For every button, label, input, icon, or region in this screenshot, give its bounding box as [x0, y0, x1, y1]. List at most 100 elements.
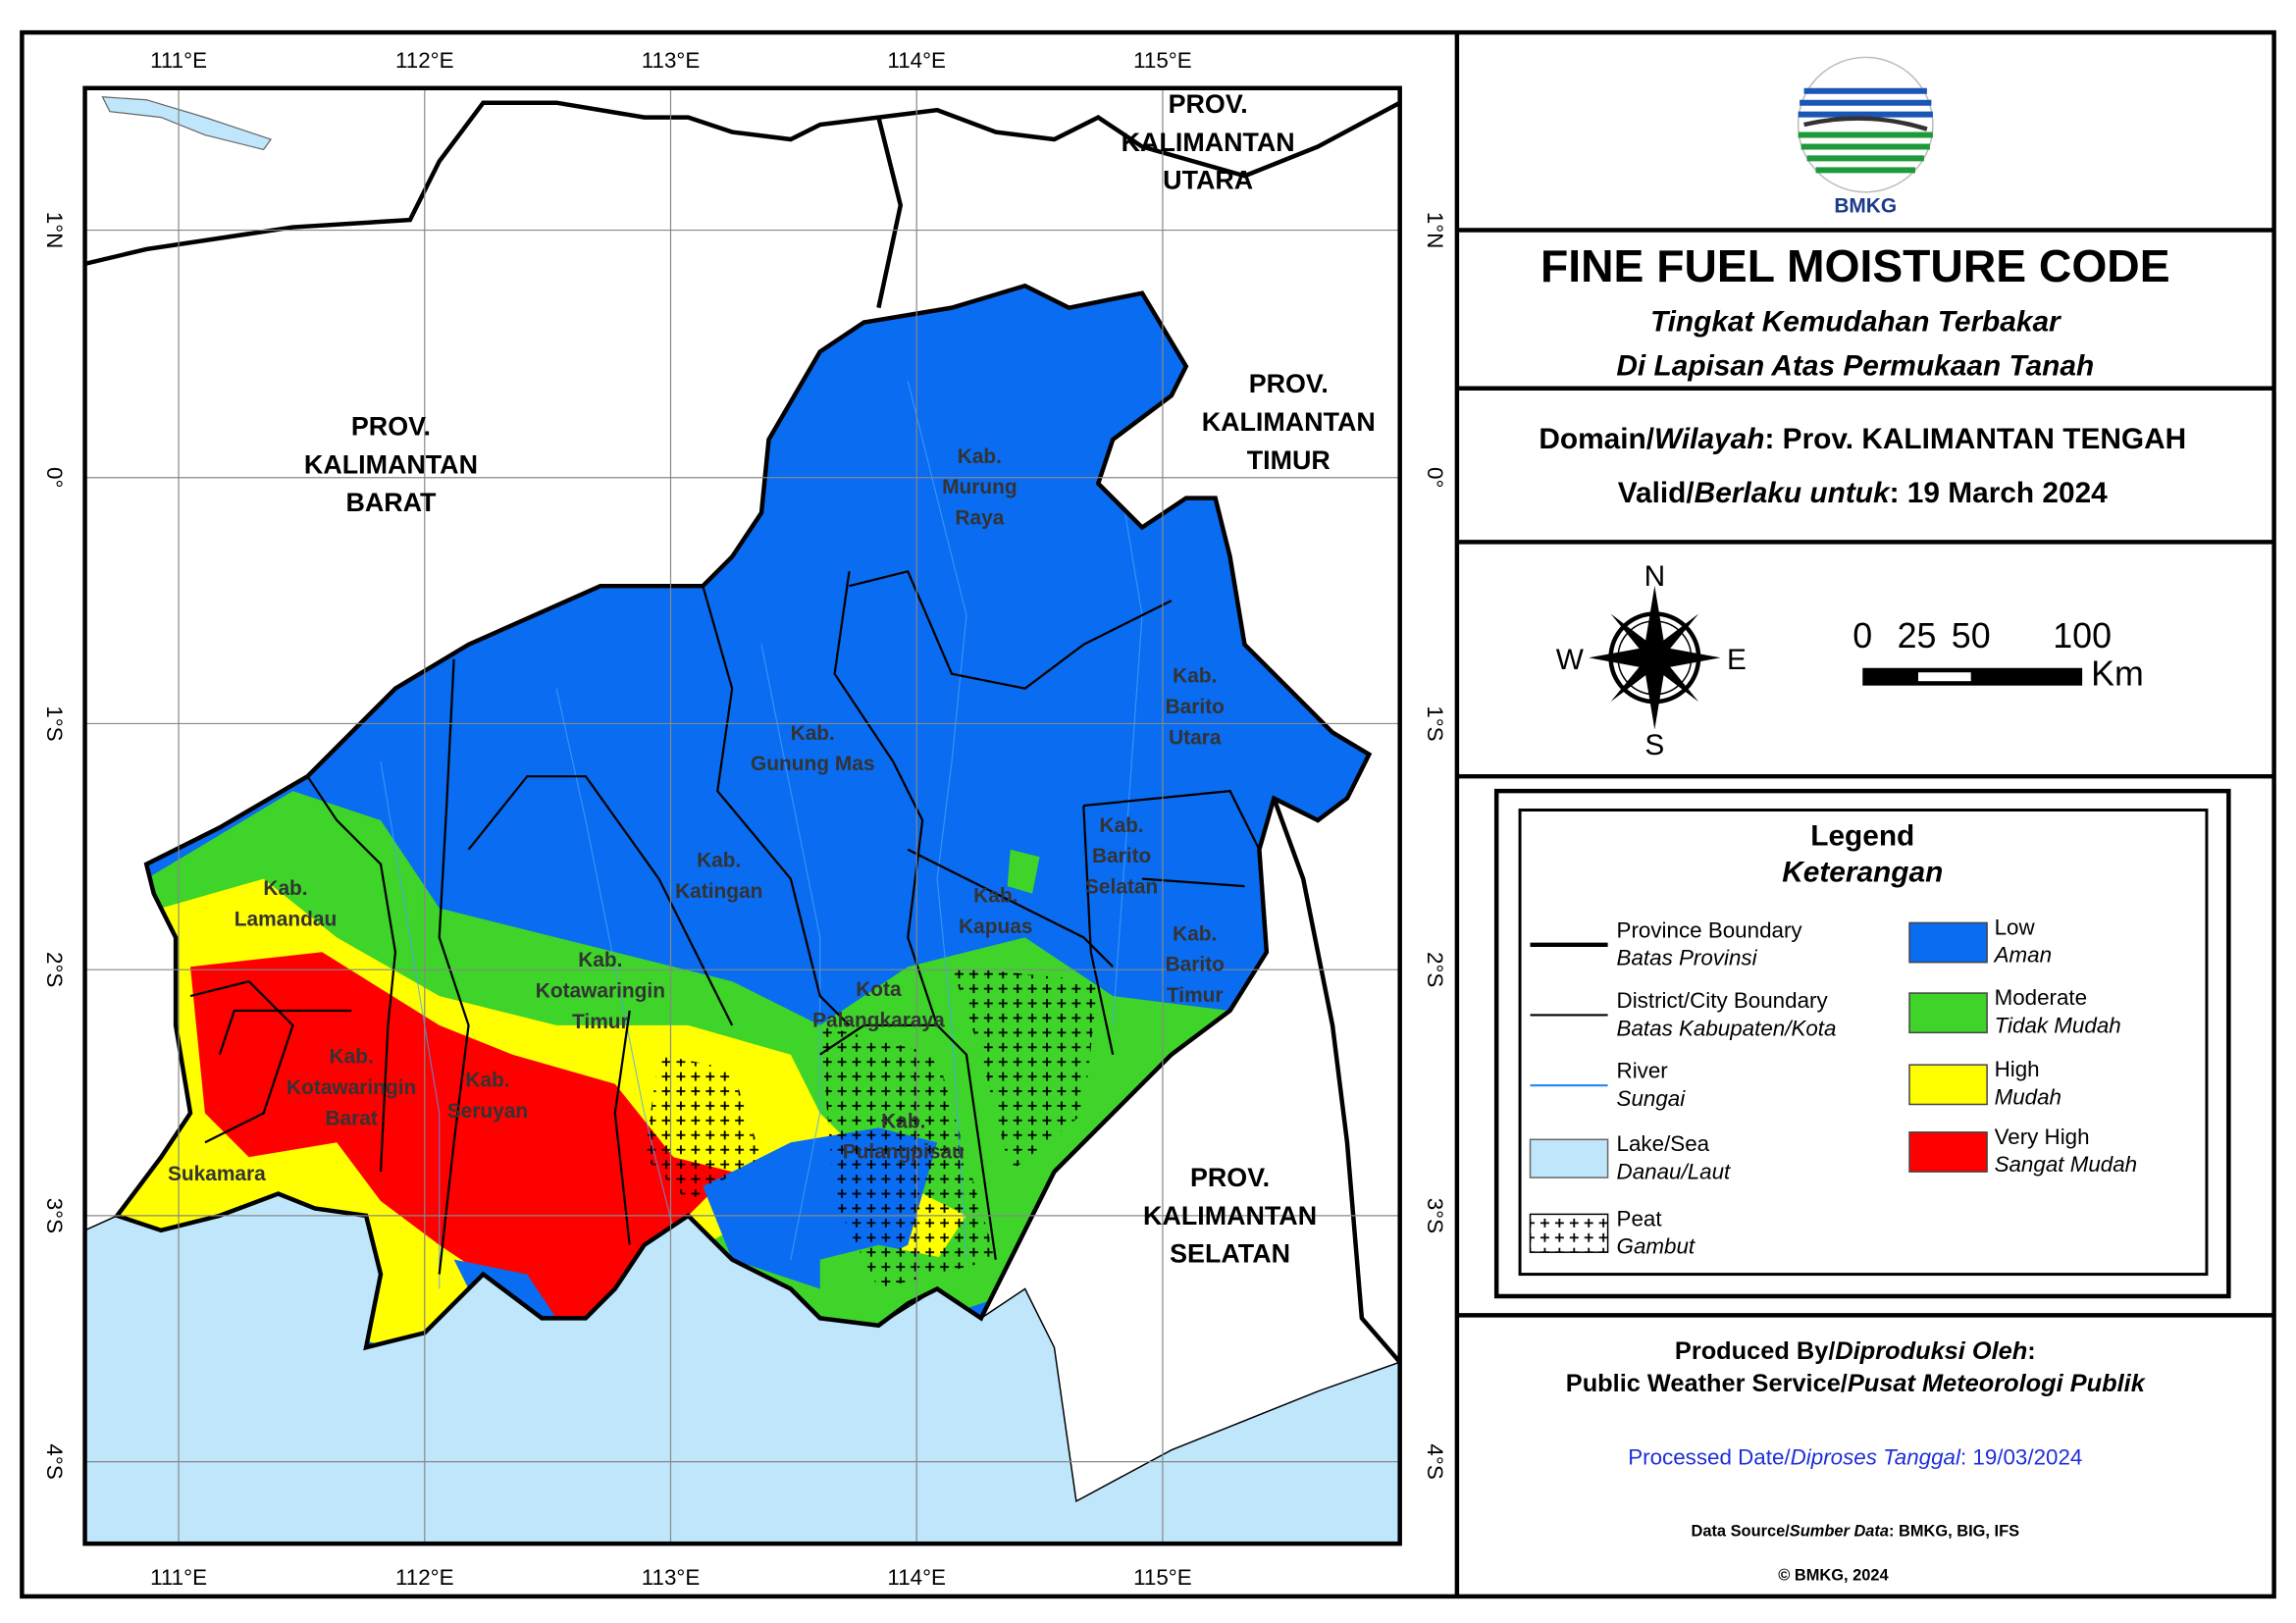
district-label-line: Barito — [1166, 696, 1225, 718]
credit-produced-part: Produced By/ — [1675, 1337, 1835, 1365]
legend-label: Province Boundary — [1617, 917, 1803, 942]
district-label-line: Kab. — [1173, 922, 1217, 945]
district-label-line: Seruyan — [447, 1100, 528, 1123]
legend-label-id: Aman — [1993, 943, 2052, 968]
lat-label: 2°S — [1423, 952, 1447, 987]
lon-label: 111°E — [150, 48, 207, 73]
graticule — [84, 87, 1400, 1544]
scale-segment — [1917, 672, 1971, 682]
scale-label: 0 — [1852, 616, 1872, 655]
legend-label-id: Tidak Mudah — [1995, 1013, 2121, 1037]
district-boundary — [218, 1009, 352, 1056]
credit-organization-part: Public Weather Service/ — [1566, 1370, 1848, 1397]
domain-text: Domain/Wilayah: Prov. KALIMANTAN TENGAH — [1539, 423, 2186, 455]
district-label: Kab. Barito Utara — [1166, 665, 1225, 750]
legend-label-id: Sungai — [1617, 1086, 1687, 1111]
province-label-line: KALIMANTAN — [1202, 407, 1376, 437]
district-label-line: Sukamara — [168, 1163, 266, 1185]
lon-label: 112°E — [395, 1565, 454, 1590]
scale-segment — [1862, 667, 2083, 686]
province-label-line: PROV. — [1249, 369, 1329, 398]
lat-label: 4°S — [42, 1443, 67, 1479]
lon-label: 114°E — [887, 1565, 946, 1590]
legend-label-id: Batas Provinsi — [1617, 946, 1758, 970]
credit-produced-part: : — [2027, 1337, 2035, 1365]
district-label-line: Kotawaringin — [536, 980, 665, 1003]
legend-inner-frame — [1518, 809, 2209, 1277]
district-label: Kab. Pulangpisau — [843, 1110, 965, 1163]
credit-processed: Processed Date/Diproses Tanggal: 19/03/2… — [1628, 1445, 2082, 1470]
lat-label: 1°N — [42, 212, 67, 249]
district-boundary — [1083, 789, 1261, 851]
map-frame — [82, 85, 1402, 1546]
logo-stripes — [1798, 87, 1933, 118]
compass-point — [1589, 647, 1655, 668]
district-label-line: Gunung Mas — [751, 753, 874, 775]
lat-label: 3°S — [1423, 1198, 1447, 1233]
legend-symbol — [1529, 1138, 1609, 1178]
province-label: PROV. KALIMANTAN TIMUR — [1202, 369, 1376, 475]
other-boundaries — [84, 100, 1400, 1364]
province-boundary — [84, 100, 1400, 267]
province-label-line: SELATAN — [1170, 1239, 1290, 1269]
legend-label: River — [1617, 1059, 1669, 1083]
province-boundary — [1272, 797, 1400, 1364]
compass-point — [1649, 653, 1699, 703]
lat-label: 2°S — [42, 952, 67, 987]
scale-unit: Km — [2091, 654, 2144, 694]
peat-area — [644, 1054, 762, 1201]
district-label-line: Kab. — [1100, 814, 1144, 837]
credit-produced-part: Diproduksi Oleh — [1835, 1337, 2027, 1365]
province-label: PROV. KALIMANTAN SELATAN — [1143, 1163, 1317, 1269]
lat-label: 4°S — [1423, 1443, 1447, 1479]
province-label-line: UTARA — [1163, 166, 1253, 195]
district-label-line: Timur — [1167, 984, 1224, 1007]
logo-text: BMKG — [1834, 195, 1897, 218]
district-label-line: Kab. — [1173, 665, 1217, 688]
district-label: Kab. Barito Timur — [1166, 922, 1225, 1007]
district-boundary — [613, 1010, 631, 1245]
lon-label: 115°E — [1133, 48, 1192, 73]
district-label-line: Kab. — [791, 722, 835, 745]
moisture-patch — [248, 819, 308, 879]
scale-label: 50 — [1952, 616, 1991, 655]
lon-label: 112°E — [395, 48, 454, 73]
lat-label: 1°N — [1423, 212, 1447, 249]
district-label-line: Kab. — [578, 949, 622, 971]
district-label: Kab. Kotawaringin Timur — [536, 949, 665, 1033]
district-label-line: Barito — [1092, 845, 1151, 867]
district-label-line: Murung — [942, 476, 1018, 498]
logo — [1797, 56, 1934, 193]
peat-area — [952, 967, 1099, 1173]
info-panel — [1456, 56, 2274, 1318]
district-label-line: Selatan — [1085, 876, 1158, 899]
province-label-line: KALIMANTAN — [1122, 128, 1295, 157]
credit-source-part: : BMKG, BIG, IFS — [1889, 1523, 2019, 1541]
scale-bar — [1862, 667, 2083, 686]
district-label-line: Kab. — [958, 445, 1002, 468]
district-label-line: Palangkaraya — [812, 1009, 945, 1031]
legend-swatch — [1908, 921, 1988, 964]
district-label-line: Lamandau — [235, 908, 337, 930]
province-label-line: TIMUR — [1247, 445, 1331, 475]
lon-label: 111°E — [150, 1565, 207, 1590]
compass-point — [1610, 653, 1659, 703]
valid-text: Valid/Berlaku untuk: 19 March 2024 — [1618, 477, 2108, 509]
compass-point — [1644, 586, 1665, 658]
map-subtitle: Tingkat Kemudahan Terbakar — [1650, 306, 2061, 339]
legend-label-id: Sangat Mudah — [1995, 1152, 2138, 1177]
district-boundary — [189, 979, 294, 1144]
outer-frame — [20, 29, 2276, 1599]
credit-processed-part: Processed Date/ — [1628, 1445, 1791, 1470]
district-label-line: Kab. — [263, 877, 307, 900]
credit-organization: Public Weather Service/Pusat Meteorologi… — [1566, 1370, 2147, 1397]
credit-processed-part: Diproses Tanggal — [1791, 1445, 1961, 1470]
district-label-line: Katingan — [675, 880, 762, 903]
credit-organization-part: Pusat Meteorologi Publik — [1848, 1370, 2147, 1397]
district-label-line: Raya — [955, 507, 1004, 530]
legend-label: Low — [1995, 915, 2036, 939]
district-boundary — [1141, 877, 1245, 888]
district-label: Kab. Lamandau — [235, 877, 337, 930]
legend-swatch — [1908, 1131, 1988, 1173]
